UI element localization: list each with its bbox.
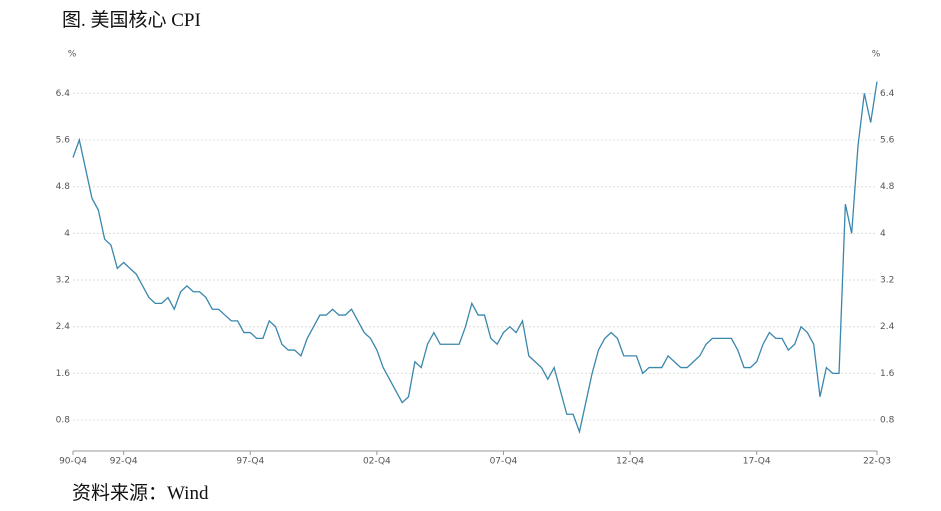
y2-unit: % (872, 50, 881, 60)
y2-tick-label: 3.2 (880, 276, 894, 286)
y-tick-label: 5.6 (56, 136, 71, 146)
y2-tick-label: 5.6 (880, 136, 895, 146)
y2-tick-label: 1.6 (880, 369, 895, 379)
data-line (72, 81, 878, 435)
y-tick-label: 6.4 (56, 89, 71, 99)
chart-title: 图. 美国核心 CPI (62, 9, 201, 31)
y-tick-label: 0.8 (56, 416, 71, 426)
y-tick-label: 4 (64, 229, 70, 239)
x-tick-label: 90-Q4 (59, 457, 87, 467)
x-tick-label: 22-Q3 (863, 457, 891, 467)
x-tick-label: 07-Q4 (490, 457, 518, 467)
x-tick-label: 02-Q4 (363, 457, 391, 467)
y2-tick-label: 4 (880, 229, 886, 239)
y2-tick-label: 6.4 (880, 89, 895, 99)
x-tick-label: 12-Q4 (616, 457, 644, 467)
y2-tick-label: 2.4 (880, 322, 895, 332)
y-tick-label: 3.2 (56, 276, 70, 286)
y2-tick-label: 0.8 (880, 416, 895, 426)
x-tick-label: 92-Q4 (110, 457, 138, 467)
y-tick-label: 2.4 (56, 322, 71, 332)
x-tick-label: 17-Q4 (743, 457, 771, 467)
y-unit: % (68, 50, 77, 60)
source-note: 资料来源：Wind (72, 482, 209, 504)
y2-tick-label: 4.8 (880, 182, 895, 192)
y-tick-label: 4.8 (56, 182, 71, 192)
x-tick-label: 97-Q4 (236, 457, 264, 467)
y-tick-label: 1.6 (56, 369, 71, 379)
